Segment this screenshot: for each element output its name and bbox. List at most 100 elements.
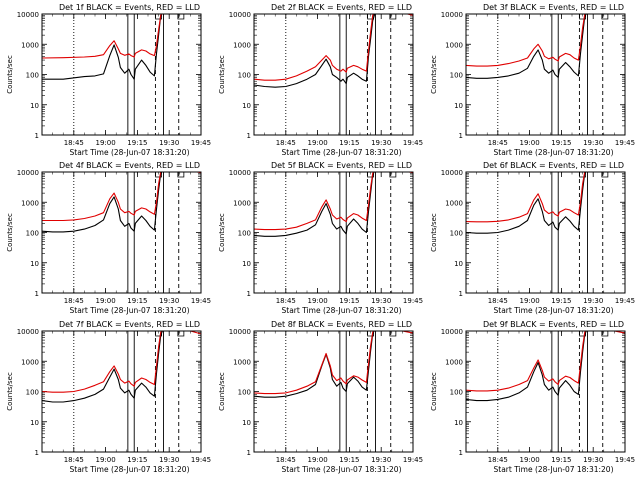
y-tick-label: 10 (30, 419, 39, 427)
y-tick-label: 100 (238, 72, 251, 80)
interval-bracket (601, 14, 609, 20)
y-tick-label: 1000 (21, 358, 39, 366)
series-line-lld (466, 172, 625, 223)
plot-area (42, 331, 201, 452)
panel-det-8: Det 8f BLACK = Events, RED = LLD Counts/s… (218, 320, 423, 474)
x-tick-label: 19:00 (308, 297, 328, 305)
series-line-events (466, 14, 587, 79)
interval-bracket (177, 14, 185, 20)
x-axis-label: Start Time (28-Jun-07 18:31:20) (494, 306, 614, 315)
panel-det-6: Det 6f BLACK = Events, RED = LLD Counts/s… (430, 161, 635, 315)
x-tick-label: 19:15 (551, 297, 571, 305)
x-axis-label: Start Time (28-Jun-07 18:31:20) (70, 148, 190, 157)
y-tick-label: 10000 (441, 169, 463, 177)
y-axis-label: Counts/sec (430, 55, 438, 94)
interval-bracket (579, 14, 586, 20)
x-tick-label: 18:45 (276, 456, 296, 464)
series-line-lld (466, 331, 625, 392)
y-tick-label: 1000 (233, 41, 251, 49)
x-axis-label: Start Time (28-Jun-07 18:31:20) (70, 306, 190, 315)
plot-frame (253, 13, 414, 136)
plot-area (466, 331, 625, 452)
series-line-lld (42, 172, 201, 222)
panel-det-7: Det 7f BLACK = Events, RED = LLD Counts/s… (6, 320, 211, 474)
series-line-events (254, 14, 376, 88)
y-tick-label: 100 (450, 389, 463, 397)
y-tick-label: 1000 (21, 199, 39, 207)
y-axis-label: Counts/sec (6, 372, 14, 411)
y-tick-label: 100 (238, 389, 251, 397)
interval-bracket (177, 331, 185, 337)
panel-title: Det 2f BLACK = Events, RED = LLD (271, 3, 412, 12)
plot-area (42, 14, 185, 135)
y-tick-label: 10000 (229, 11, 251, 19)
y-tick-label: 100 (26, 230, 39, 238)
series-line-events (254, 331, 375, 398)
x-tick-label: 19:15 (127, 297, 147, 305)
x-tick-label: 19:45 (615, 297, 635, 305)
plot-area (466, 172, 625, 293)
x-tick-label: 19:00 (96, 139, 116, 147)
x-axis-label: Start Time (28-Jun-07 18:31:20) (282, 148, 402, 157)
y-tick-label: 1000 (233, 358, 251, 366)
y-tick-label: 10 (30, 102, 39, 110)
x-tick-label: 19:15 (127, 456, 147, 464)
x-tick-label: 19:15 (339, 297, 359, 305)
x-tick-label: 19:45 (191, 297, 211, 305)
y-tick-label: 10 (454, 419, 463, 427)
y-tick-label: 1 (35, 449, 39, 457)
interval-bracket (579, 172, 586, 178)
y-tick-label: 10000 (229, 169, 251, 177)
y-axis-label: Counts/sec (218, 213, 226, 252)
x-tick-label: 19:00 (96, 297, 116, 305)
x-tick-label: 19:00 (520, 297, 540, 305)
x-tick-label: 19:15 (339, 456, 359, 464)
plot-area (42, 172, 201, 293)
x-tick-label: 19:45 (403, 297, 423, 305)
panel-det-4: Det 4f BLACK = Events, RED = LLD Counts/s… (6, 161, 211, 315)
x-tick-label: 19:00 (308, 139, 328, 147)
x-tick-label: 19:45 (615, 456, 635, 464)
panel-title: Det 1f BLACK = Events, RED = LLD (59, 3, 200, 12)
x-tick-label: 19:45 (403, 139, 423, 147)
series-line-events (466, 172, 587, 234)
x-tick-label: 19:15 (339, 139, 359, 147)
y-tick-label: 1 (247, 132, 251, 140)
x-tick-label: 18:45 (488, 297, 508, 305)
series-line-lld (42, 331, 201, 393)
y-tick-label: 10000 (441, 328, 463, 336)
y-tick-label: 1 (247, 449, 251, 457)
plot-frame (465, 13, 626, 136)
y-axis-label: Counts/sec (6, 55, 14, 94)
interval-bracket (389, 331, 397, 337)
series-line-lld (42, 14, 163, 59)
panel-det-2: Det 2f BLACK = Events, RED = LLD Counts/s… (218, 3, 423, 157)
series-line-lld (466, 14, 625, 67)
x-tick-label: 18:45 (64, 297, 84, 305)
y-tick-label: 10 (242, 102, 251, 110)
y-tick-label: 1 (35, 290, 39, 298)
y-axis-label: Counts/sec (218, 372, 226, 411)
panel-title: Det 6f BLACK = Events, RED = LLD (483, 161, 624, 170)
y-tick-label: 1 (459, 449, 463, 457)
y-tick-label: 10 (242, 419, 251, 427)
plot-frame (465, 171, 626, 294)
x-tick-label: 18:45 (64, 456, 84, 464)
y-tick-label: 10000 (441, 11, 463, 19)
y-tick-label: 1000 (445, 199, 463, 207)
plot-area (254, 172, 413, 293)
interval-bracket (155, 14, 162, 20)
plot-frame (41, 171, 202, 294)
y-tick-label: 10000 (17, 169, 39, 177)
y-axis-label: Counts/sec (430, 372, 438, 411)
plot-frame (41, 13, 202, 136)
x-tick-label: 18:45 (276, 297, 296, 305)
y-tick-label: 1 (247, 290, 251, 298)
panel-title: Det 7f BLACK = Events, RED = LLD (59, 320, 200, 329)
x-tick-label: 19:45 (403, 456, 423, 464)
y-tick-label: 100 (238, 230, 251, 238)
y-tick-label: 100 (450, 230, 463, 238)
x-tick-label: 19:00 (96, 456, 116, 464)
